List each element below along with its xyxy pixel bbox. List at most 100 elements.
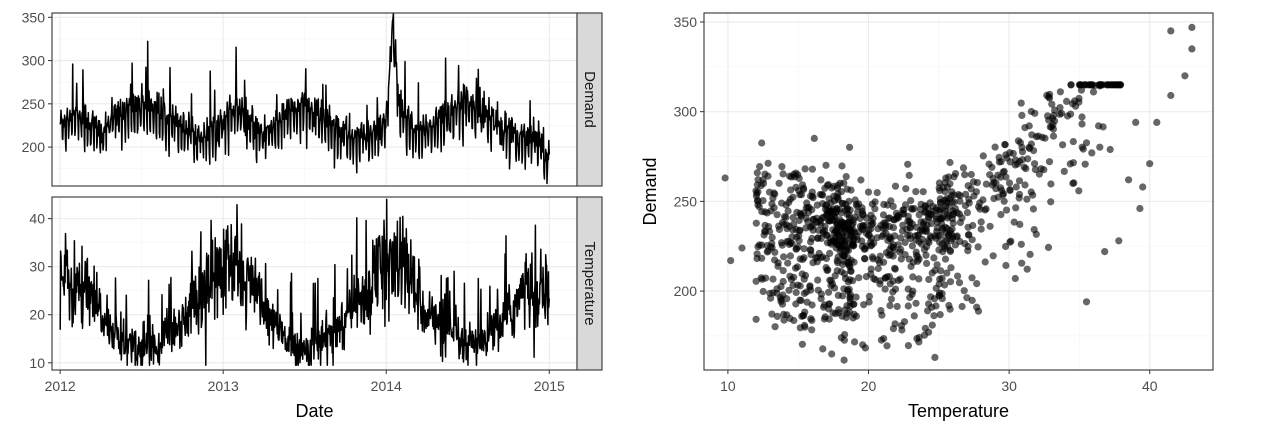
date-x-tick-label: 2014: [371, 378, 402, 394]
scatter-point: [937, 267, 945, 275]
scatter-point: [757, 274, 765, 282]
scatter-point: [925, 275, 933, 283]
scatter-point: [956, 197, 964, 205]
scatter-point: [867, 217, 875, 226]
scatter-point: [792, 288, 800, 297]
scatter-point: [991, 143, 999, 151]
scatter-point: [1081, 81, 1089, 89]
scatter-point: [1021, 181, 1029, 189]
scatter-point: [786, 172, 794, 180]
scatter-point: [1051, 106, 1059, 114]
scatter-point: [936, 311, 944, 319]
scatter-point: [976, 205, 984, 213]
scatter-point: [1082, 139, 1091, 147]
scatter-point: [925, 214, 933, 222]
scatter-point: [963, 294, 971, 302]
scatter-point: [953, 233, 961, 241]
temperature-facet-label: Temperature: [581, 241, 598, 325]
scatter-point: [955, 279, 964, 287]
scatter-point: [792, 300, 800, 308]
scatter-point: [1060, 167, 1068, 175]
scatter-point: [775, 222, 783, 230]
scatter-point: [917, 226, 925, 234]
scatter-point: [904, 302, 912, 310]
scatter-point: [1188, 23, 1196, 31]
scatter-point: [767, 294, 775, 302]
scatter-point: [1087, 81, 1095, 89]
scatter-point: [857, 176, 865, 184]
scatter-point: [806, 283, 814, 291]
scatter-point: [956, 192, 964, 200]
scatter-point: [847, 267, 855, 275]
scatter-point: [986, 222, 994, 230]
scatter-point: [1017, 99, 1025, 107]
scatter-point: [1067, 81, 1075, 89]
scatter-point: [792, 183, 800, 191]
scatter-point: [1000, 167, 1008, 175]
scatter-point: [808, 326, 816, 334]
scatter-point: [778, 163, 786, 171]
scatter-point: [808, 316, 816, 324]
scatter-point: [855, 274, 863, 282]
temperature-y-tick-label: 30: [29, 259, 45, 275]
scatter-point: [847, 186, 855, 194]
scatter-point: [1018, 111, 1026, 119]
scatter-point: [828, 350, 836, 358]
scatter-point: [813, 201, 821, 209]
date-x-tick-label: 2013: [208, 378, 239, 394]
scatter-point: [919, 220, 928, 228]
scatter-point: [778, 199, 786, 207]
scatter-point: [929, 202, 937, 211]
scatter-point: [867, 265, 875, 273]
scatter-point: [891, 285, 900, 293]
scatter-point: [936, 206, 944, 214]
scatter-point: [909, 273, 917, 281]
scatter-point: [1066, 160, 1074, 168]
scatter-point: [831, 284, 839, 292]
scatter-point: [843, 204, 852, 212]
scatter-point: [858, 237, 866, 245]
scatter-point: [868, 241, 876, 249]
temperature-y-axis: 10 20 30 40: [29, 211, 52, 371]
scatter-point: [1045, 116, 1053, 124]
scatter-point: [964, 182, 972, 190]
scatter-point: [961, 202, 970, 210]
scatter-point: [900, 210, 908, 218]
scatter-point: [874, 264, 882, 273]
scatter-point: [941, 281, 949, 289]
scatter-point: [1089, 88, 1098, 96]
scatter-point: [1056, 104, 1064, 112]
scatter-point: [891, 320, 899, 328]
scatter-point: [977, 225, 985, 233]
scatter-point: [1056, 88, 1064, 96]
demand-y-tick-label: 250: [22, 96, 46, 112]
scatter-point: [800, 289, 808, 297]
scatter-point: [950, 173, 958, 181]
scatter-point: [774, 262, 782, 270]
scatter-point: [1032, 230, 1040, 238]
scatter-point: [882, 230, 890, 238]
scatter-point: [1081, 160, 1089, 168]
scatter-point: [1000, 197, 1008, 205]
scatter-point: [768, 233, 776, 242]
scatter-point: [800, 209, 808, 217]
scatter-point: [926, 232, 935, 240]
scatter-point: [946, 246, 954, 254]
scatter-point: [1167, 91, 1175, 100]
scatter-point: [841, 237, 849, 245]
scatter-point: [889, 202, 897, 210]
scatter-point: [956, 218, 965, 227]
scatter-point: [1153, 118, 1161, 126]
scatter-point: [1005, 179, 1014, 187]
scatter-point: [851, 196, 859, 204]
scatter-point: [823, 232, 831, 240]
scatter-point: [969, 221, 977, 230]
scatter-point: [1070, 179, 1078, 187]
scatter-point: [861, 245, 869, 253]
scatter-point: [845, 197, 853, 205]
scatter-point: [1031, 160, 1039, 168]
scatter-point: [796, 191, 804, 199]
scatter-point: [824, 209, 833, 217]
scatter-point: [935, 291, 944, 299]
scatter-point: [1075, 187, 1083, 195]
